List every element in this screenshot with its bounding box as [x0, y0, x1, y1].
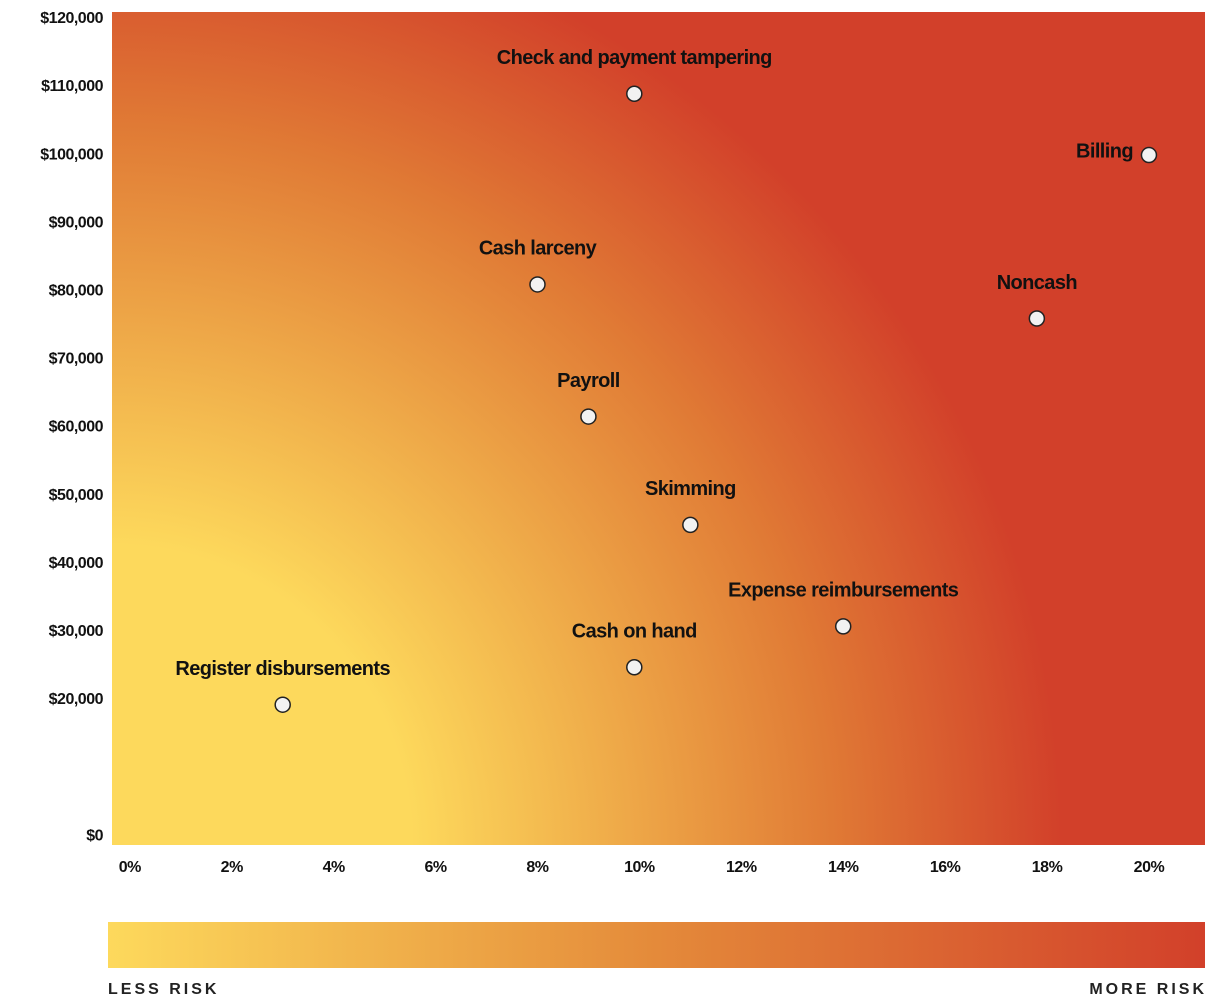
- x-tick-label: 10%: [624, 859, 655, 876]
- point-label: Payroll: [557, 370, 620, 392]
- plot-background: [112, 12, 1205, 845]
- x-tick-label: 14%: [828, 859, 859, 876]
- scale-label: MORE RISK: [1089, 981, 1207, 998]
- point-label: Cash larceny: [479, 238, 598, 260]
- point-label: Register disbursements: [175, 658, 390, 680]
- point-label: Billing: [1076, 140, 1133, 162]
- point-label: Noncash: [997, 272, 1077, 294]
- data-point: [626, 658, 643, 676]
- y-tick-label: $60,000: [49, 419, 104, 436]
- y-tick-label: $40,000: [49, 555, 104, 572]
- point-label: Cash on hand: [572, 621, 697, 643]
- data-point: [682, 516, 699, 534]
- y-tick-label: $70,000: [49, 351, 104, 368]
- data-point: [1140, 146, 1158, 164]
- point-label: Check and payment tampering: [497, 47, 772, 69]
- y-tick-label: $30,000: [49, 623, 104, 640]
- data-point: [274, 696, 291, 713]
- data-point: [529, 276, 546, 293]
- y-tick-label: $20,000: [49, 691, 104, 708]
- data-point: [580, 408, 597, 425]
- x-tick-label: 20%: [1134, 859, 1165, 876]
- data-point: [626, 85, 643, 102]
- data-point: [834, 618, 852, 635]
- x-tick-label: 2%: [221, 859, 243, 876]
- y-tick-label: $120,000: [40, 10, 103, 27]
- y-tick-label: $0: [86, 827, 103, 844]
- point-label: Skimming: [645, 478, 736, 500]
- x-tick-label: 16%: [930, 859, 961, 876]
- x-tick-label: 8%: [526, 859, 548, 876]
- y-tick-label: $100,000: [40, 146, 103, 163]
- point-label: Expense reimbursements: [728, 580, 959, 602]
- x-tick-label: 18%: [1032, 859, 1063, 876]
- y-tick-label: $80,000: [49, 282, 104, 299]
- x-tick-label: 6%: [425, 859, 447, 876]
- y-tick-label: $50,000: [49, 487, 104, 504]
- y-tick-label: $110,000: [41, 78, 103, 95]
- x-tick-label: 0%: [119, 859, 141, 876]
- data-point: [1028, 310, 1046, 327]
- x-tick-label: 12%: [726, 859, 757, 876]
- scale-label: LESS RISK: [108, 981, 219, 998]
- risk-scale-bar: [108, 922, 1205, 968]
- y-tick-label: $90,000: [49, 214, 104, 231]
- x-tick-label: 4%: [323, 859, 345, 876]
